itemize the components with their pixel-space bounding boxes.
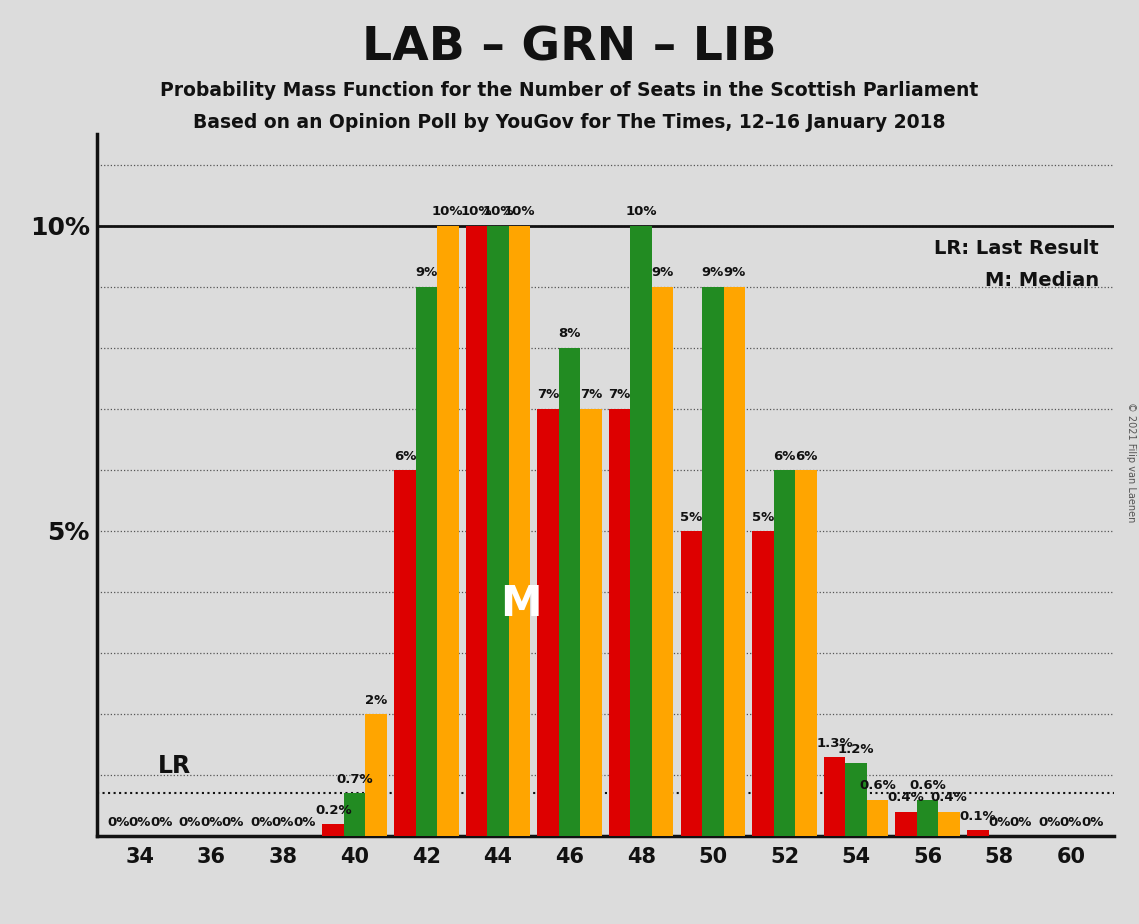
Bar — [967, 830, 989, 836]
Bar — [487, 225, 509, 836]
Text: 0.6%: 0.6% — [859, 779, 896, 792]
Text: 9%: 9% — [723, 266, 745, 279]
Text: 10%: 10% — [460, 205, 492, 218]
Text: 0%: 0% — [272, 816, 294, 829]
Text: 2%: 2% — [364, 694, 387, 707]
Text: 7%: 7% — [536, 388, 559, 401]
Text: 0%: 0% — [1081, 816, 1104, 829]
Bar — [917, 799, 939, 836]
Text: 10%: 10% — [432, 205, 464, 218]
Text: M: M — [500, 583, 542, 626]
Text: 0%: 0% — [989, 816, 1010, 829]
Text: 9%: 9% — [652, 266, 674, 279]
Text: 0%: 0% — [1059, 816, 1082, 829]
Bar — [939, 812, 960, 836]
Text: 10%: 10% — [625, 205, 657, 218]
Bar — [773, 469, 795, 836]
Bar — [631, 225, 652, 836]
Bar — [845, 763, 867, 836]
Text: 0%: 0% — [251, 816, 272, 829]
Bar — [394, 469, 416, 836]
Text: 9%: 9% — [702, 266, 724, 279]
Bar — [344, 794, 366, 836]
Text: 0%: 0% — [222, 816, 244, 829]
Bar — [867, 799, 888, 836]
Text: 6%: 6% — [394, 449, 416, 463]
Bar — [416, 286, 437, 836]
Bar — [538, 408, 559, 836]
Text: LAB – GRN – LIB: LAB – GRN – LIB — [362, 26, 777, 71]
Text: 7%: 7% — [580, 388, 603, 401]
Text: Probability Mass Function for the Number of Seats in the Scottish Parliament: Probability Mass Function for the Number… — [161, 81, 978, 101]
Text: 0.1%: 0.1% — [959, 809, 997, 822]
Text: Based on an Opinion Poll by YouGov for The Times, 12–16 January 2018: Based on an Opinion Poll by YouGov for T… — [194, 113, 945, 132]
Text: 0%: 0% — [107, 816, 130, 829]
Text: 1.2%: 1.2% — [838, 743, 875, 756]
Bar — [823, 757, 845, 836]
Bar — [466, 225, 487, 836]
Text: 0%: 0% — [150, 816, 172, 829]
Bar — [559, 347, 580, 836]
Text: 0.4%: 0.4% — [887, 792, 925, 805]
Bar — [752, 531, 773, 836]
Text: 6%: 6% — [795, 449, 817, 463]
Bar — [609, 408, 631, 836]
Bar — [509, 225, 530, 836]
Text: 10%: 10% — [503, 205, 535, 218]
Bar — [895, 812, 917, 836]
Bar — [702, 286, 723, 836]
Bar — [795, 469, 817, 836]
Text: 7%: 7% — [608, 388, 631, 401]
Text: 0%: 0% — [1009, 816, 1032, 829]
Text: 0%: 0% — [294, 816, 316, 829]
Bar — [681, 531, 702, 836]
Text: 0%: 0% — [200, 816, 222, 829]
Text: M: Median: M: Median — [984, 271, 1099, 290]
Text: 1.3%: 1.3% — [817, 736, 853, 749]
Text: 8%: 8% — [558, 327, 581, 340]
Text: 0.6%: 0.6% — [909, 779, 947, 792]
Bar — [723, 286, 745, 836]
Text: 0.7%: 0.7% — [336, 773, 372, 786]
Text: LR: LR — [157, 754, 191, 778]
Text: 5%: 5% — [752, 511, 775, 524]
Text: 6%: 6% — [773, 449, 796, 463]
Bar — [437, 225, 459, 836]
Text: 0.2%: 0.2% — [314, 804, 352, 817]
Text: 9%: 9% — [416, 266, 437, 279]
Bar — [580, 408, 601, 836]
Text: 5%: 5% — [680, 511, 703, 524]
Bar — [322, 824, 344, 836]
Text: 0%: 0% — [1039, 816, 1060, 829]
Text: © 2021 Filip van Laenen: © 2021 Filip van Laenen — [1126, 402, 1136, 522]
Text: 0%: 0% — [179, 816, 202, 829]
Text: 0%: 0% — [129, 816, 151, 829]
Text: 0.4%: 0.4% — [931, 792, 967, 805]
Text: 10%: 10% — [482, 205, 514, 218]
Bar — [366, 714, 387, 836]
Text: LR: Last Result: LR: Last Result — [934, 239, 1099, 259]
Bar — [652, 286, 673, 836]
